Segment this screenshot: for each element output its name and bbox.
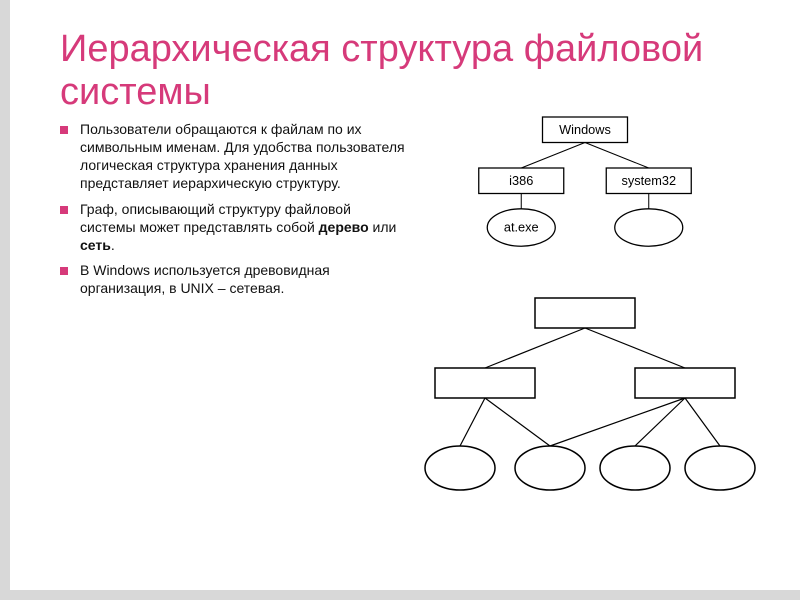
- node-label: Windows: [559, 122, 611, 137]
- node-label: system32: [621, 173, 676, 188]
- edge: [685, 398, 720, 446]
- diagram-column: Windows i386 system32 at.exe: [415, 117, 760, 523]
- node-label: i386: [509, 173, 533, 188]
- edge: [485, 328, 585, 368]
- tree-diagram: Windows i386 system32 at.exe: [415, 117, 755, 287]
- page-title: Иерархическая структура файловой системы: [60, 28, 760, 113]
- node-label: at.exe: [504, 220, 539, 235]
- edge: [485, 398, 550, 446]
- node-r: [535, 298, 635, 328]
- node-e3: [600, 446, 670, 490]
- node-e2: [615, 209, 683, 246]
- edge: [635, 398, 685, 446]
- slide: Иерархическая структура файловой системы…: [0, 0, 800, 600]
- edge: [585, 143, 649, 169]
- network-diagram: [415, 298, 755, 518]
- edge: [550, 398, 685, 446]
- edge: [585, 328, 685, 368]
- bullet-item: В Windows используется древовидная орган…: [60, 262, 405, 298]
- node-a: [435, 368, 535, 398]
- bullet-item: Граф, описывающий структуру файловой сис…: [60, 201, 405, 255]
- content-row: Пользователи обращаются к файлам по их с…: [60, 117, 760, 523]
- node-b: [635, 368, 735, 398]
- node-e4: [685, 446, 755, 490]
- bullet-list: Пользователи обращаются к файлам по их с…: [60, 121, 405, 298]
- bullet-column: Пользователи обращаются к файлам по их с…: [60, 117, 405, 523]
- bullet-item: Пользователи обращаются к файлам по их с…: [60, 121, 405, 193]
- edge: [460, 398, 485, 446]
- node-e1: [425, 446, 495, 490]
- node-e2: [515, 446, 585, 490]
- edge: [521, 143, 585, 169]
